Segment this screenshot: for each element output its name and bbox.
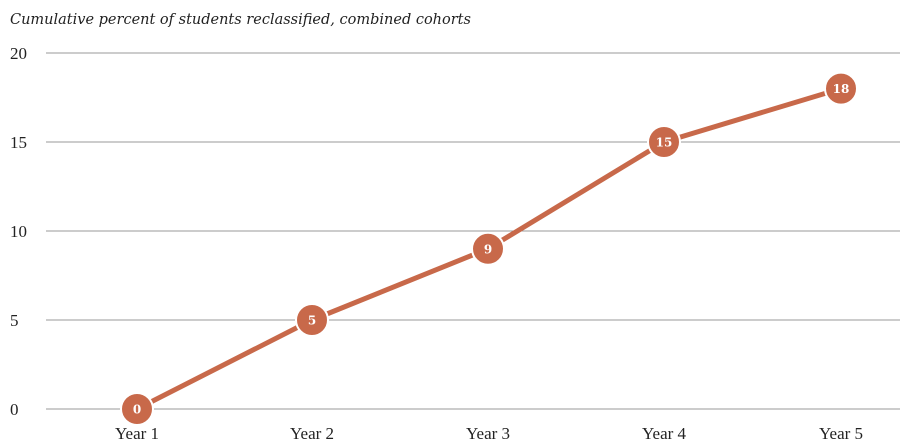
y-axis-ticks: 0 5 10 15 20 (10, 44, 27, 419)
y-tick-label: 10 (10, 222, 27, 241)
y-tick-label: 0 (10, 400, 19, 419)
data-label: 0 (133, 403, 141, 417)
chart-title: Cumulative percent of students reclassif… (10, 12, 471, 28)
data-point-marker (647, 125, 681, 159)
data-point-marker (120, 392, 154, 426)
data-label: 9 (484, 242, 492, 256)
data-label: 18 (833, 82, 850, 96)
y-tick-label: 15 (10, 133, 27, 152)
x-tick-label: Year 4 (642, 424, 687, 442)
data-point-marker (824, 71, 858, 106)
data-points: 0 5 9 15 18 (120, 71, 858, 426)
data-label: 5 (308, 314, 316, 328)
x-tick-label: Year 3 (466, 424, 510, 442)
data-label: 15 (656, 136, 673, 150)
x-axis-ticks: Year 1 Year 2 Year 3 Year 4 Year 5 (115, 424, 863, 442)
data-point-marker (295, 303, 329, 337)
gridlines (46, 52, 900, 410)
x-tick-label: Year 2 (290, 424, 334, 442)
y-tick-label: 20 (10, 44, 27, 63)
data-point-marker (471, 231, 505, 266)
x-tick-label: Year 1 (115, 424, 159, 442)
y-tick-label: 5 (10, 311, 19, 330)
x-tick-label: Year 5 (819, 424, 863, 442)
